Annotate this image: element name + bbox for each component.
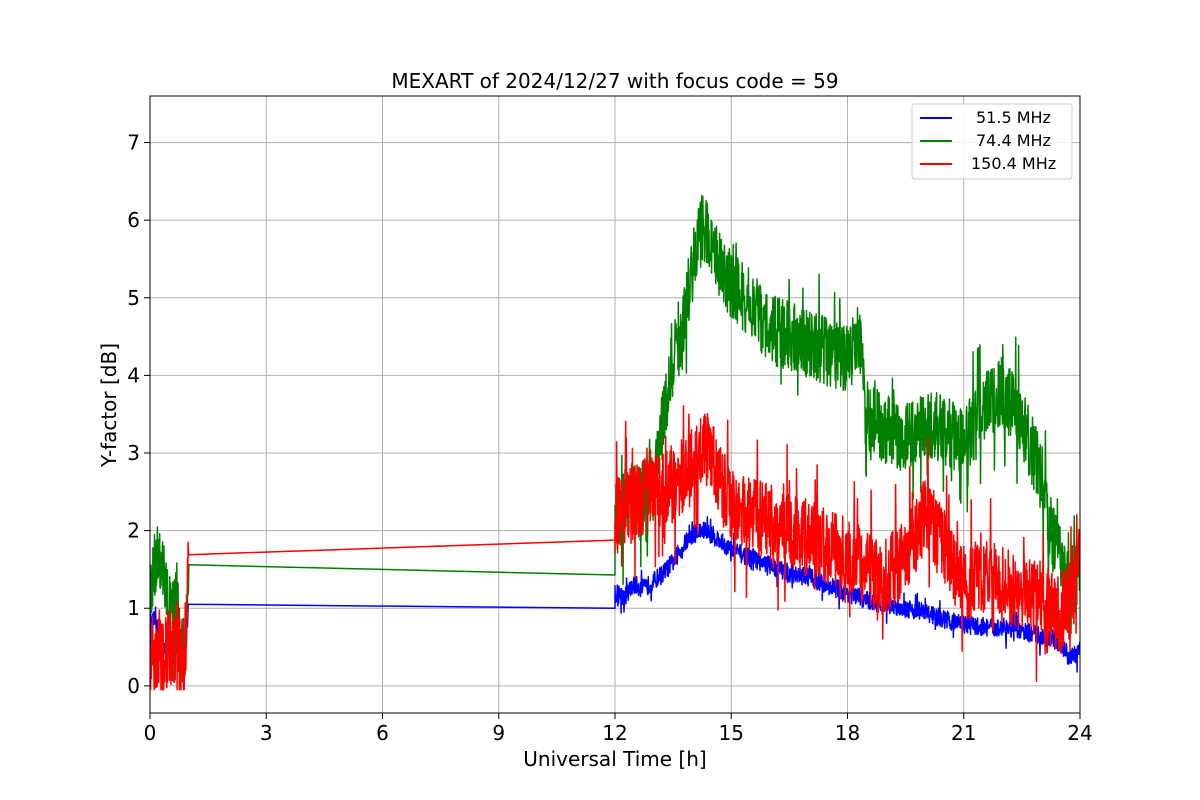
y-axis-title: Y-factor [dB] bbox=[97, 343, 121, 468]
y-tick-label: 1 bbox=[127, 596, 140, 620]
x-tick-label: 0 bbox=[144, 721, 157, 745]
y-tick-label: 3 bbox=[127, 441, 140, 465]
x-tick-label: 3 bbox=[260, 721, 273, 745]
y-tick-label: 0 bbox=[127, 674, 140, 698]
series-line-150-4-mhz bbox=[150, 405, 1080, 691]
chart-title: MEXART of 2024/12/27 with focus code = 5… bbox=[391, 69, 838, 93]
y-tick-label: 7 bbox=[127, 131, 140, 155]
y-tick-label: 5 bbox=[127, 286, 140, 310]
x-tick-label: 9 bbox=[492, 721, 505, 745]
legend-label-51-5: 51.5 MHz bbox=[976, 108, 1051, 127]
x-axis-title: Universal Time [h] bbox=[523, 747, 706, 771]
x-tick-label: 6 bbox=[376, 721, 389, 745]
legend-label-150-4: 150.4 MHz bbox=[971, 154, 1056, 173]
y-tick-label: 2 bbox=[127, 519, 140, 543]
legend-label-74-4: 74.4 MHz bbox=[976, 131, 1051, 150]
x-tick-label: 15 bbox=[719, 721, 744, 745]
y-tick-label: 4 bbox=[127, 363, 140, 387]
x-tick-label: 24 bbox=[1067, 721, 1092, 745]
x-tick-label: 21 bbox=[951, 721, 976, 745]
legend: 51.5 MHz 74.4 MHz 150.4 MHz bbox=[911, 103, 1073, 180]
y-tick-label: 6 bbox=[127, 208, 140, 232]
legend-box bbox=[911, 103, 1073, 180]
x-tick-label: 12 bbox=[602, 721, 627, 745]
series-line-74-4-mhz bbox=[150, 194, 1080, 686]
series-layer bbox=[150, 194, 1080, 691]
x-tick-label: 18 bbox=[835, 721, 860, 745]
